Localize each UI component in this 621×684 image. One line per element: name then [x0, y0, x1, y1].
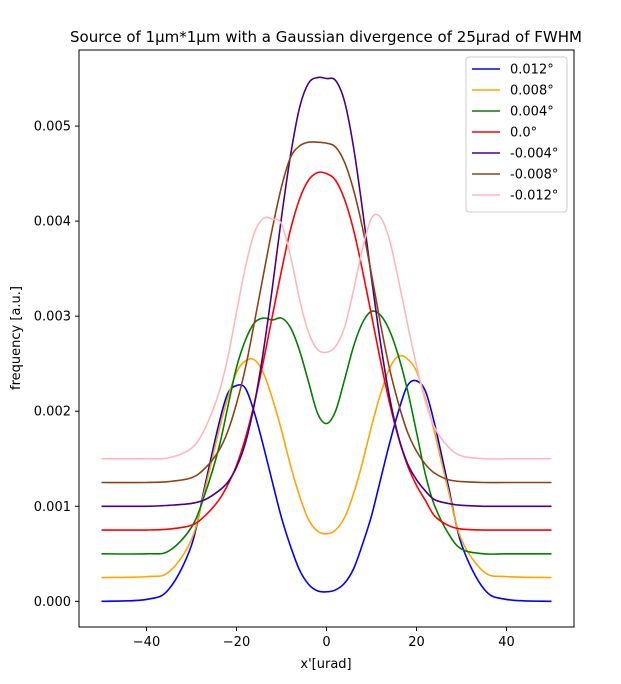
legend-label-0: 0.012° — [510, 63, 554, 78]
y-tick-label-0: 0.000 — [34, 595, 71, 610]
legend-label-5: -0.008° — [510, 168, 558, 183]
legend: 0.012° 0.008° 0.004° 0.0° -0.004° -0.008° -0.0… — [465, 56, 568, 213]
series-line-2 — [101, 310, 552, 555]
x-tick-label-4: 40 — [498, 635, 515, 650]
x-axis: −40 −20 0 20 40 — [133, 627, 515, 650]
x-axis-label: x'[urad] — [300, 657, 351, 672]
y-axis: 0.000 0.001 0.002 0.003 0.004 0.005 — [34, 120, 79, 610]
series-line-0 — [101, 379, 552, 603]
y-tick-label-4: 0.004 — [34, 215, 71, 230]
legend-label-6: -0.012° — [510, 189, 558, 204]
legend-label-1: 0.008° — [510, 84, 554, 99]
y-tick-label-3: 0.003 — [34, 310, 71, 325]
x-tick-label-2: 0 — [322, 635, 330, 650]
legend-label-2: 0.004° — [510, 105, 554, 120]
x-tick-label-3: 20 — [408, 635, 425, 650]
y-tick-label-2: 0.002 — [34, 405, 71, 420]
series-line-5 — [101, 141, 552, 484]
series-line-6 — [101, 213, 552, 460]
legend-label-3: 0.0° — [510, 126, 537, 141]
y-tick-label-5: 0.005 — [34, 120, 71, 135]
chart-title: Source of 1µm*1µm with a Gaussian diverg… — [70, 28, 582, 46]
y-tick-label-1: 0.001 — [34, 500, 71, 515]
x-tick-label-1: −20 — [223, 635, 250, 650]
y-axis-label: frequency [a.u.] — [9, 286, 24, 390]
series-line-3 — [101, 171, 552, 531]
series-line-4 — [101, 76, 552, 508]
legend-label-4: -0.004° — [510, 147, 558, 162]
x-tick-label-0: −40 — [133, 635, 160, 650]
series-layer — [101, 76, 552, 603]
